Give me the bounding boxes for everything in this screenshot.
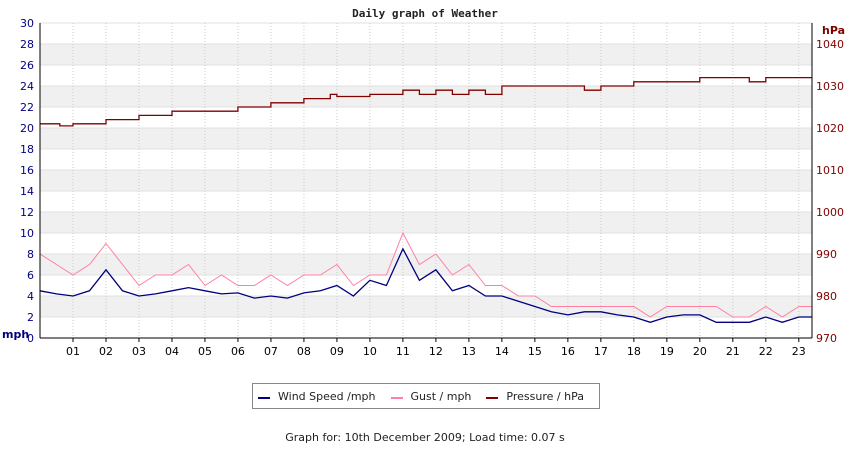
series-layer	[39, 76, 812, 323]
band	[40, 107, 812, 128]
band	[40, 212, 812, 233]
x-tick-label: 03	[132, 345, 146, 358]
series-wind-speed	[39, 247, 812, 323]
x-tick-label: 18	[627, 345, 641, 358]
band	[40, 317, 812, 338]
left-tick-label: 24	[20, 80, 34, 93]
left-tick-label: 20	[20, 122, 34, 135]
left-tick-label: 6	[27, 269, 34, 282]
x-tick-label: 21	[726, 345, 740, 358]
legend-swatch-wind	[258, 397, 270, 399]
legend-item-gust: Gust / mph	[390, 389, 472, 403]
x-tick-label: 22	[759, 345, 773, 358]
left-tick-label: 12	[20, 206, 34, 219]
series-pressure	[40, 76, 812, 127]
right-axis-ticks: 970 980 990 1000 1010 1020 1030 1040	[816, 38, 844, 345]
x-tick-label: 20	[693, 345, 707, 358]
legend-item-pressure: Pressure / hPa	[486, 390, 584, 403]
left-tick-label: 4	[27, 290, 34, 303]
left-tick-label: 10	[20, 227, 34, 240]
right-tick-label: 1030	[816, 80, 844, 93]
x-tick-label: 07	[264, 345, 278, 358]
left-tick-label: 14	[20, 185, 34, 198]
x-tick-label: 06	[231, 345, 245, 358]
right-tick-label: 990	[816, 248, 837, 261]
right-tick-label: 1000	[816, 206, 844, 219]
x-tick-label: 14	[495, 345, 509, 358]
x-tick-label: 09	[330, 345, 344, 358]
legend-label-pressure: Pressure / hPa	[506, 389, 584, 403]
x-axis-ticks: 01 02 03 04 05 06 07 08 09 10 11 12 13 14 15 16 17 18 19 20…	[66, 338, 806, 358]
right-axis-unit: hPa	[822, 24, 845, 37]
x-tick-label: 02	[99, 345, 113, 358]
chart-legend: Wind Speed /mph Gust / mph Pressure / hP…	[252, 383, 600, 409]
x-tick-label: 10	[363, 345, 377, 358]
band	[40, 296, 812, 317]
legend-label-gust: Gust / mph	[410, 389, 472, 403]
band	[40, 86, 812, 107]
right-tick-label: 1010	[816, 164, 844, 177]
band	[40, 233, 812, 254]
left-tick-label: 28	[20, 38, 34, 51]
series-gust	[39, 231, 812, 318]
x-tick-label: 15	[528, 345, 542, 358]
band	[40, 23, 812, 44]
left-tick-label: 0	[27, 332, 34, 345]
band	[40, 191, 812, 212]
left-tick-label: 18	[20, 143, 34, 156]
chart-title: Daily graph of Weather	[352, 7, 498, 20]
plot-axes	[39, 23, 813, 339]
footer-text: Graph for: 10th December 2009; Load time…	[285, 431, 565, 444]
left-tick-label: 2	[27, 311, 34, 324]
band	[40, 65, 812, 86]
x-tick-label: 05	[198, 345, 212, 358]
band	[40, 149, 812, 170]
right-tick-label: 1020	[816, 122, 844, 135]
right-tick-label: 970	[816, 332, 837, 345]
legend-item-wind: Wind Speed /mph	[258, 390, 376, 403]
plot-bands	[40, 23, 812, 338]
right-tick-label: 980	[816, 290, 837, 303]
band	[40, 275, 812, 296]
x-tick-label: 19	[660, 345, 674, 358]
legend-swatch-pressure	[486, 397, 499, 399]
band	[40, 254, 812, 275]
left-tick-label: 30	[20, 17, 34, 30]
left-tick-label: 26	[20, 59, 34, 72]
x-tick-label: 01	[66, 345, 80, 358]
band	[40, 44, 812, 65]
band	[40, 128, 812, 149]
x-tick-label: 23	[792, 345, 806, 358]
x-tick-label: 17	[594, 345, 608, 358]
right-tick-label: 1040	[816, 38, 844, 51]
left-tick-label: 16	[20, 164, 34, 177]
left-tick-label: 22	[20, 101, 34, 114]
plot-grid	[40, 22, 812, 339]
x-tick-label: 08	[297, 345, 311, 358]
legend-swatch-gust	[390, 397, 403, 399]
legend-label-wind: Wind Speed /mph	[278, 389, 376, 403]
left-tick-label: 8	[27, 248, 34, 261]
x-tick-label: 16	[561, 345, 575, 358]
band	[40, 170, 812, 191]
left-axis-unit: mph	[2, 328, 29, 341]
x-tick-label: 13	[462, 345, 476, 358]
x-tick-label: 11	[396, 345, 410, 358]
x-tick-label: 04	[165, 345, 179, 358]
x-tick-label: 12	[429, 345, 443, 358]
